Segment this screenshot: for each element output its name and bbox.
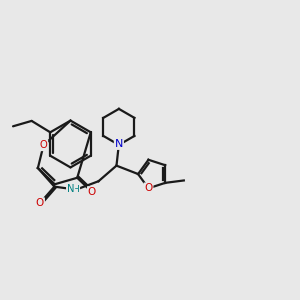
Text: N: N (67, 184, 74, 194)
Text: H: H (73, 185, 80, 194)
Text: O: O (88, 187, 96, 197)
Text: O: O (36, 198, 44, 208)
Text: O: O (40, 140, 47, 150)
Text: O: O (144, 183, 153, 193)
Text: N: N (115, 139, 123, 149)
